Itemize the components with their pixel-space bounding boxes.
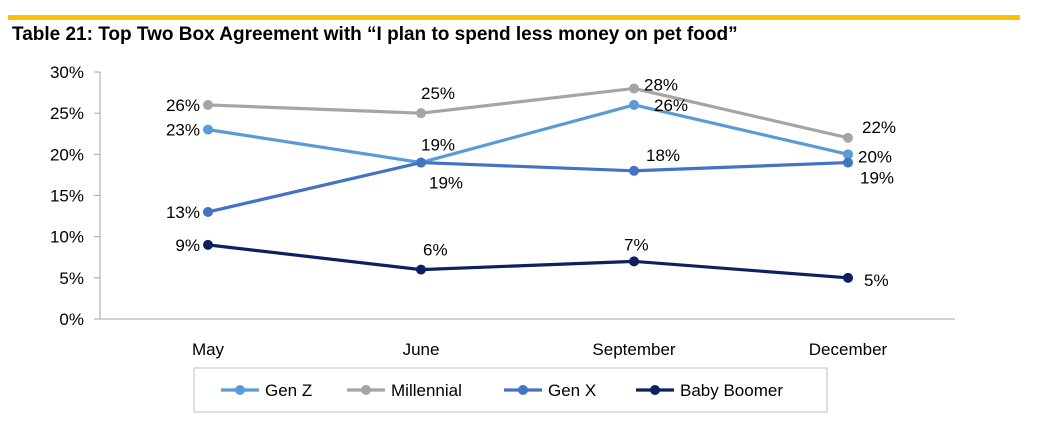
data-label-baby-boomer: 6% (423, 241, 448, 260)
data-label-gen-z: 23% (166, 121, 200, 140)
data-point-gen-z (629, 99, 639, 110)
x-tick-label: May (192, 340, 225, 359)
data-point-gen-x (629, 165, 639, 176)
legend-label-baby-boomer: Baby Boomer (680, 381, 783, 400)
x-tick-label: September (592, 340, 675, 359)
y-tick-label: 0% (59, 310, 84, 329)
data-label-gen-z: 19% (429, 174, 463, 193)
data-point-gen-z (843, 149, 853, 160)
data-point-baby-boomer (843, 272, 853, 283)
data-point-gen-x (843, 157, 853, 168)
data-label-millennial: 28% (644, 75, 678, 94)
legend-marker-gen-z (235, 385, 245, 395)
data-point-millennial (843, 132, 853, 143)
data-point-baby-boomer (203, 239, 213, 250)
legend-label-gen-x: Gen X (548, 381, 596, 400)
y-tick-label: 10% (50, 228, 84, 247)
x-tick-label: December (809, 340, 888, 359)
legend-marker-baby-boomer (650, 385, 660, 395)
data-label-gen-x: 19% (421, 136, 455, 155)
legend-marker-gen-x (518, 385, 528, 395)
data-label-gen-x: 19% (860, 169, 894, 188)
data-point-millennial (416, 108, 426, 119)
data-point-gen-z (203, 124, 213, 135)
y-tick-label: 5% (59, 269, 84, 288)
data-label-gen-z: 26% (654, 96, 688, 115)
series-line-millennial (207, 86, 849, 140)
data-point-baby-boomer (629, 256, 639, 267)
series-line-gen-z (207, 103, 849, 165)
chart-title: Table 21: Top Two Box Agreement with “I … (12, 24, 738, 45)
data-point-millennial (203, 99, 213, 110)
data-point-gen-x (203, 206, 213, 217)
data-label-millennial: 22% (862, 118, 896, 137)
data-label-baby-boomer: 5% (864, 271, 889, 290)
y-tick-label: 20% (50, 145, 84, 164)
series-line-gen-x (207, 160, 849, 214)
data-label-millennial: 26% (166, 96, 200, 115)
x-tick-label: June (403, 340, 440, 359)
legend-label-millennial: Millennial (391, 381, 462, 400)
title-accent-rule (8, 15, 1020, 20)
data-label-millennial: 25% (421, 84, 455, 103)
data-label-baby-boomer: 7% (624, 235, 649, 254)
data-point-baby-boomer (416, 264, 426, 275)
y-tick-label: 30% (50, 63, 84, 82)
data-label-baby-boomer: 9% (175, 236, 200, 255)
legend-label-gen-z: Gen Z (265, 381, 312, 400)
data-point-gen-x (416, 157, 426, 168)
y-tick-label: 25% (50, 104, 84, 123)
data-label-gen-x: 18% (646, 146, 680, 165)
y-tick-label: 15% (50, 187, 84, 206)
data-point-millennial (629, 83, 639, 94)
series-line-baby-boomer (207, 243, 849, 280)
legend-marker-millennial (361, 385, 371, 395)
data-label-gen-z: 20% (858, 147, 892, 166)
data-label-gen-x: 13% (166, 203, 200, 222)
